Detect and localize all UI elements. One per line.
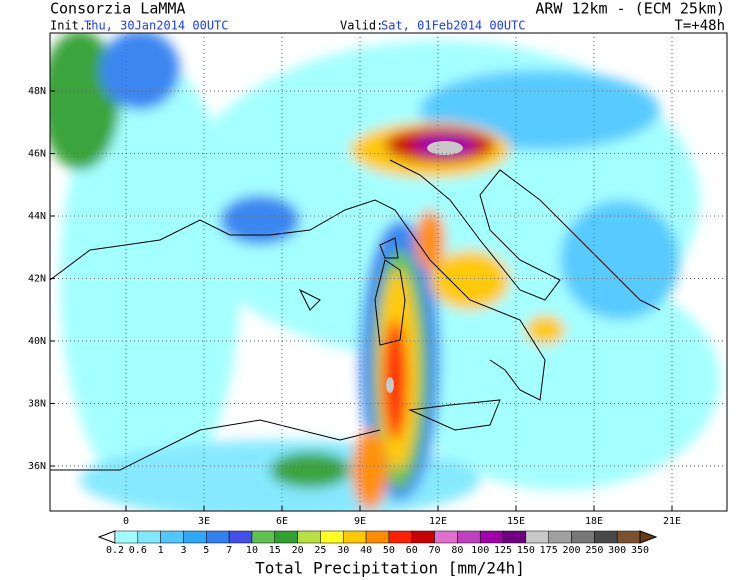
colorbar-bin <box>114 530 139 544</box>
map-frame <box>49 32 728 512</box>
colorbar-level: 20 <box>292 545 304 556</box>
colorbar-level: 30 <box>337 545 349 556</box>
colorbar-level: 150 <box>517 545 535 556</box>
colorbar-over <box>639 530 658 544</box>
valid-label: Valid: <box>340 19 383 33</box>
colorbar-bin <box>616 530 641 544</box>
colorbar-bin <box>137 530 161 544</box>
colorbar-level: 70 <box>429 545 441 556</box>
colorbar-level: 40 <box>360 545 372 556</box>
lat-label: 38N <box>28 399 46 410</box>
colorbar-bin <box>571 530 595 544</box>
colorbar-bin <box>594 530 618 544</box>
colorbar-level: 60 <box>406 545 418 556</box>
colorbar-level: 15 <box>269 545 281 556</box>
colorbar-level: 25 <box>314 545 326 556</box>
colorbar-bin <box>320 530 344 544</box>
colorbar-bin <box>479 530 504 544</box>
colorbar-bin <box>183 530 207 544</box>
colorbar-level: 250 <box>585 545 603 556</box>
colorbar-title: Total Precipitation [mm/24h] <box>255 559 525 578</box>
lon-label: 6E <box>276 516 288 527</box>
colorbar-bin <box>228 530 253 544</box>
precip-field <box>50 33 720 511</box>
colorbar-bin <box>274 530 298 544</box>
lat-label: 40N <box>28 336 46 347</box>
colorbar-bin <box>251 530 276 544</box>
colorbar-level: 300 <box>608 545 626 556</box>
colorbar-bin <box>457 530 481 544</box>
colorbar-level: 175 <box>540 545 558 556</box>
lon-label: 3E <box>198 516 210 527</box>
colorbar-level: 5 <box>203 545 209 556</box>
colorbar-level: 80 <box>451 545 463 556</box>
organization: Consorzia LaMMA <box>50 0 185 18</box>
lat-label: 46N <box>28 149 46 160</box>
colorbar-level: 7 <box>226 545 232 556</box>
lon-label: 0 <box>123 516 129 527</box>
colorbar-bin <box>525 530 549 544</box>
colorbar-level: 50 <box>383 545 395 556</box>
colorbar-bin <box>502 530 527 544</box>
init-label: Init.: <box>50 19 93 33</box>
colorbar-bin <box>411 530 435 544</box>
colorbar-level: 100 <box>471 545 489 556</box>
colorbar-level: 3 <box>180 545 186 556</box>
colorbar-bin <box>160 530 184 544</box>
lat-label: 36N <box>28 461 46 472</box>
colorbar-under <box>97 530 116 544</box>
colorbar-level: 0.2 <box>106 545 124 556</box>
lat-label: 42N <box>28 274 46 285</box>
colorbar-level: 200 <box>562 545 580 556</box>
lon-label: 21E <box>663 516 681 527</box>
lead-time: T=+48h <box>674 18 725 34</box>
lat-label: 44N <box>28 211 46 222</box>
colorbar-bin <box>548 530 572 544</box>
init-time: Thu, 30Jan2014 00UTC <box>84 19 229 33</box>
model: ARW 12km - (ECM 25km) <box>535 0 725 18</box>
lat-label: 48N <box>28 86 46 97</box>
colorbar-bin <box>365 530 390 544</box>
lon-label: 9E <box>354 516 366 527</box>
colorbar-level: 1 <box>158 545 164 556</box>
valid-time: Sat, 01Feb2014 00UTC <box>381 19 526 33</box>
lon-label: 18E <box>585 516 603 527</box>
colorbar-level: 350 <box>631 545 649 556</box>
colorbar-level: 125 <box>494 545 512 556</box>
colorbar-level: 0.6 <box>129 545 147 556</box>
lon-label: 12E <box>429 516 447 527</box>
colorbar-level: 10 <box>246 545 258 556</box>
colorbar-bin <box>206 530 230 544</box>
colorbar-bin <box>297 530 321 544</box>
colorbar-bin <box>343 530 367 544</box>
colorbar-bin <box>434 530 458 544</box>
lon-label: 15E <box>507 516 525 527</box>
colorbar-bin <box>388 530 412 544</box>
